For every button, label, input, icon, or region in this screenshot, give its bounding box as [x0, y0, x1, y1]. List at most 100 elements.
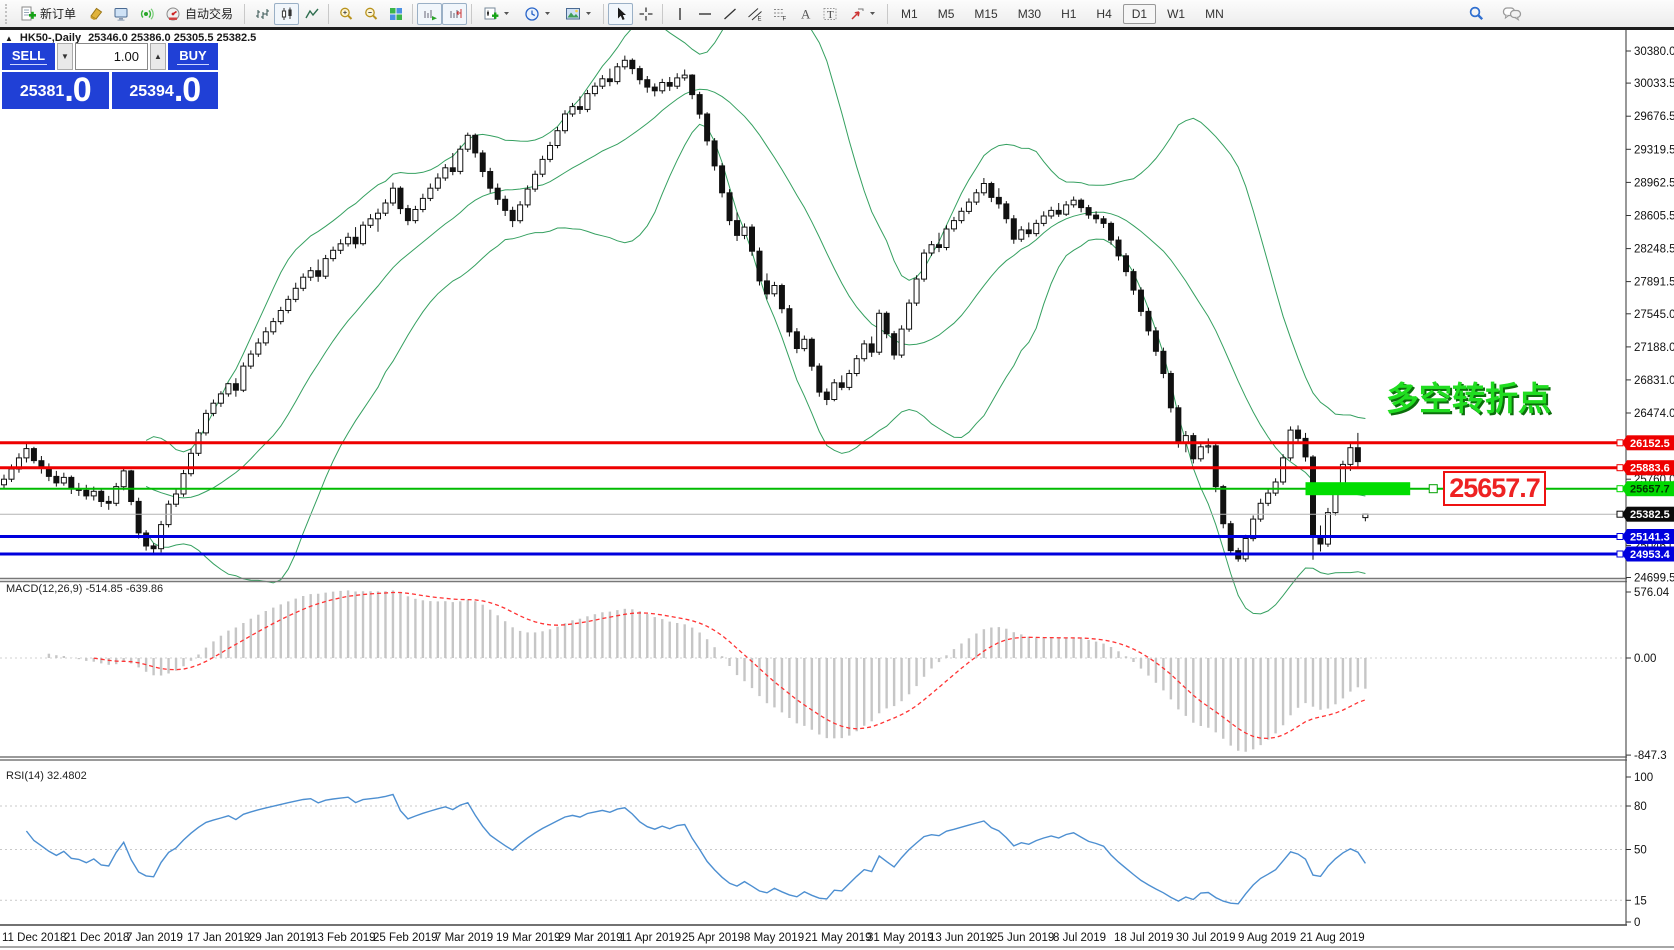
- timeframe-M30-button[interactable]: M30: [1017, 6, 1042, 21]
- arrows-dropdown[interactable]: [842, 3, 883, 25]
- volume-decrease-button[interactable]: ▼: [57, 43, 73, 70]
- equidistant-channel-button[interactable]: E: [742, 3, 767, 25]
- support-band-rect[interactable]: [1305, 482, 1411, 496]
- symbol-title: ▲ HK50-,Daily 25346.0 25386.0 25305.5 25…: [5, 32, 256, 44]
- sell-price-frac: .0: [64, 71, 91, 109]
- toolbar-separator: [887, 3, 889, 24]
- crosshair-button[interactable]: [633, 3, 658, 25]
- toolbar-grip: [5, 3, 10, 24]
- svg-text:7 Jan 2019: 7 Jan 2019: [126, 932, 183, 944]
- timeframe-M1-button[interactable]: M1: [901, 6, 918, 21]
- crosshair-icon: [639, 7, 653, 20]
- line-anchor-square: [1428, 484, 1438, 494]
- macd-signal-line: [93, 591, 1366, 740]
- auto-scroll-button[interactable]: [417, 2, 443, 25]
- price-flag-label[interactable]: 25657.7: [1443, 471, 1546, 506]
- svg-text:25 Apr 2019: 25 Apr 2019: [682, 932, 744, 944]
- toolbar-separator: [244, 3, 246, 24]
- signal-icon: [140, 7, 154, 20]
- profiles-dropdown[interactable]: [517, 3, 558, 25]
- text-button[interactable]: A: [792, 3, 817, 25]
- chart-shift-button[interactable]: [442, 2, 468, 25]
- svg-text:-847.3: -847.3: [1634, 750, 1667, 762]
- autotrading-label: 自动交易: [185, 7, 234, 21]
- volume-input[interactable]: 1.00: [75, 43, 148, 70]
- svg-text:80: 80: [1634, 801, 1647, 813]
- zoom-out-button[interactable]: [358, 3, 383, 25]
- highlighter-button[interactable]: [83, 3, 108, 25]
- price-axis[interactable]: 30380.0 30033.5 29676.5 29319.5 28962.5 28605…: [1626, 46, 1674, 929]
- chat-button[interactable]: [1499, 3, 1524, 25]
- svg-text:8 Jul 2019: 8 Jul 2019: [1053, 932, 1106, 944]
- svg-text:26474.0: 26474.0: [1634, 408, 1674, 420]
- zoom-in-icon: [339, 7, 352, 20]
- sell-price-button[interactable]: 25381 .0: [2, 72, 109, 109]
- svg-text:F: F: [782, 16, 786, 22]
- svg-text:9 Aug 2019: 9 Aug 2019: [1238, 932, 1296, 944]
- svg-text:576.04: 576.04: [1634, 587, 1670, 599]
- horizontal-level-lines[interactable]: [0, 441, 1626, 556]
- chat-icon: [1502, 6, 1521, 21]
- line-chart-button[interactable]: [299, 3, 324, 25]
- symbol-name: HK50-,Daily: [19, 32, 82, 44]
- auto-scroll-icon: [424, 9, 437, 20]
- chevron-down-icon: [586, 12, 592, 15]
- svg-text:25 Jun 2019: 25 Jun 2019: [991, 932, 1054, 944]
- tile-windows-button[interactable]: [383, 3, 408, 25]
- text-icon: A: [801, 6, 811, 21]
- collapse-marker-icon[interactable]: ▲: [5, 33, 13, 43]
- chevron-down-icon: [504, 12, 510, 15]
- window-divider: [0, 27, 1674, 30]
- templates-dropdown[interactable]: [558, 3, 599, 25]
- timeframe-MN-button[interactable]: MN: [1205, 6, 1224, 21]
- candles: [1, 55, 1369, 562]
- zoom-out-icon: [364, 7, 377, 20]
- svg-text:26152.5: 26152.5: [1630, 438, 1670, 450]
- buy-price-button[interactable]: 25394 .0: [111, 71, 218, 109]
- cursor-icon: [617, 7, 626, 20]
- bar-chart-button[interactable]: [249, 3, 274, 25]
- horizontal-line-button[interactable]: [692, 3, 717, 25]
- buy-price-main: 25394: [129, 83, 174, 100]
- svg-text:25382.5: 25382.5: [1630, 509, 1670, 521]
- svg-text:50: 50: [1634, 845, 1647, 857]
- pivot-annotation[interactable]: 多空转折点: [1386, 380, 1551, 417]
- svg-text:30 Jul 2019: 30 Jul 2019: [1176, 932, 1235, 944]
- buy-price-frac: .0: [173, 71, 201, 109]
- fibonacci-button[interactable]: F: [767, 3, 792, 25]
- trendline-button[interactable]: [717, 3, 742, 25]
- fibonacci-icon: F: [773, 8, 786, 22]
- timeframe-group: M1 M5 M15 M30 H1 H4 D1 W1 MN: [892, 3, 1233, 24]
- svg-text:25657.7: 25657.7: [1630, 484, 1670, 496]
- buy-button[interactable]: BUY: [168, 43, 218, 70]
- toolbar-separator: [603, 3, 605, 24]
- search-button[interactable]: [1464, 3, 1489, 25]
- autotrading-button[interactable]: 自动交易: [158, 3, 240, 25]
- sell-button[interactable]: SELL: [2, 43, 55, 70]
- volume-increase-button[interactable]: ▲: [150, 43, 166, 70]
- cursor-button[interactable]: [608, 2, 634, 25]
- timeframe-M15-button[interactable]: M15: [974, 6, 998, 21]
- candlestick-chart-button[interactable]: [274, 2, 300, 25]
- new-chart-dropdown[interactable]: [476, 3, 517, 25]
- timeframe-W1-button[interactable]: W1: [1167, 6, 1186, 21]
- chevron-down-icon: [545, 12, 551, 15]
- timeframe-H4-button[interactable]: H4: [1096, 6, 1112, 21]
- new-order-button[interactable]: 新订单: [13, 3, 83, 25]
- signal-button[interactable]: [133, 3, 158, 25]
- svg-text:29 Jan 2019: 29 Jan 2019: [249, 932, 312, 944]
- svg-text:24953.4: 24953.4: [1630, 549, 1671, 561]
- timeframe-M5-button[interactable]: M5: [937, 6, 955, 21]
- svg-text:29676.5: 29676.5: [1634, 111, 1674, 123]
- timeframe-H1-button[interactable]: H1: [1061, 6, 1077, 21]
- zoom-in-button[interactable]: [333, 3, 358, 25]
- toolbar-separator: [662, 3, 664, 24]
- text-label-button[interactable]: T: [817, 3, 842, 25]
- timeframe-D1-button[interactable]: D1: [1122, 3, 1157, 24]
- toolbar: 新订单 自动交易: [0, 0, 1674, 27]
- terminal-button[interactable]: [108, 3, 133, 25]
- vertical-line-button[interactable]: [667, 3, 692, 25]
- svg-text:E: E: [757, 16, 761, 22]
